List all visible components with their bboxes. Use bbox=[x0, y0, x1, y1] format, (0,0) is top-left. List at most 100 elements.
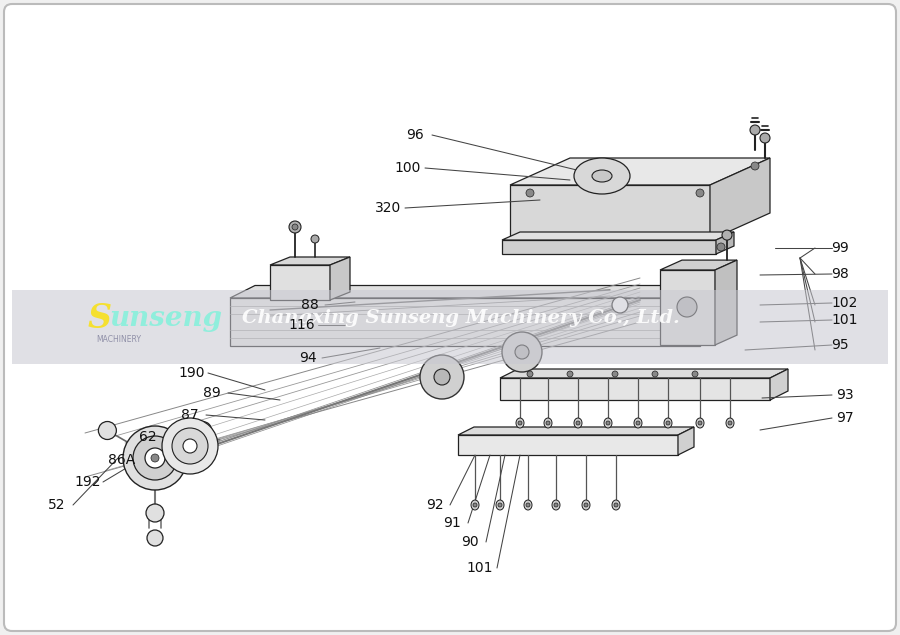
Polygon shape bbox=[458, 435, 678, 455]
Text: 52: 52 bbox=[49, 498, 66, 512]
Ellipse shape bbox=[162, 418, 218, 474]
Polygon shape bbox=[678, 427, 694, 455]
Ellipse shape bbox=[567, 371, 573, 377]
Ellipse shape bbox=[698, 421, 702, 425]
Ellipse shape bbox=[728, 421, 732, 425]
Ellipse shape bbox=[636, 421, 640, 425]
Text: 190: 190 bbox=[179, 366, 205, 380]
Text: 87: 87 bbox=[181, 408, 199, 422]
Ellipse shape bbox=[692, 371, 698, 377]
Text: 86A: 86A bbox=[108, 453, 136, 467]
Polygon shape bbox=[330, 257, 350, 300]
Polygon shape bbox=[458, 427, 694, 435]
Ellipse shape bbox=[726, 418, 734, 428]
Ellipse shape bbox=[612, 371, 618, 377]
Ellipse shape bbox=[518, 421, 522, 425]
Text: 94: 94 bbox=[299, 351, 317, 365]
Polygon shape bbox=[500, 378, 770, 400]
Ellipse shape bbox=[471, 500, 479, 510]
Ellipse shape bbox=[526, 189, 534, 197]
Polygon shape bbox=[502, 240, 716, 254]
Ellipse shape bbox=[292, 224, 298, 230]
Ellipse shape bbox=[546, 421, 550, 425]
Ellipse shape bbox=[151, 454, 159, 462]
Bar bbox=[12, 290, 888, 364]
Ellipse shape bbox=[760, 133, 770, 143]
Ellipse shape bbox=[574, 158, 630, 194]
Polygon shape bbox=[660, 270, 715, 345]
Ellipse shape bbox=[614, 503, 618, 507]
Ellipse shape bbox=[576, 421, 580, 425]
Text: 89: 89 bbox=[203, 386, 220, 400]
Text: 93: 93 bbox=[836, 388, 854, 402]
Ellipse shape bbox=[750, 125, 760, 135]
Polygon shape bbox=[502, 232, 734, 240]
Text: 91: 91 bbox=[443, 516, 461, 530]
Ellipse shape bbox=[574, 418, 582, 428]
Ellipse shape bbox=[717, 243, 725, 251]
Text: 99: 99 bbox=[831, 241, 849, 255]
Text: 192: 192 bbox=[75, 475, 101, 489]
Ellipse shape bbox=[592, 170, 612, 182]
Ellipse shape bbox=[183, 439, 197, 453]
Text: 100: 100 bbox=[395, 161, 421, 175]
Ellipse shape bbox=[612, 500, 620, 510]
FancyBboxPatch shape bbox=[4, 4, 896, 631]
Text: 116: 116 bbox=[289, 318, 315, 332]
Polygon shape bbox=[660, 260, 737, 270]
Ellipse shape bbox=[526, 503, 530, 507]
Ellipse shape bbox=[634, 418, 642, 428]
Text: 88: 88 bbox=[302, 298, 319, 312]
Ellipse shape bbox=[146, 504, 164, 522]
Text: 92: 92 bbox=[427, 498, 444, 512]
Text: MACHINERY: MACHINERY bbox=[96, 335, 141, 345]
Polygon shape bbox=[510, 185, 710, 240]
Text: S: S bbox=[88, 302, 112, 335]
Ellipse shape bbox=[664, 418, 672, 428]
Text: 98: 98 bbox=[831, 267, 849, 281]
Ellipse shape bbox=[434, 369, 450, 385]
Ellipse shape bbox=[133, 436, 177, 480]
Polygon shape bbox=[710, 158, 770, 240]
Polygon shape bbox=[270, 265, 330, 300]
Ellipse shape bbox=[311, 235, 319, 243]
Ellipse shape bbox=[696, 189, 704, 197]
Text: 101: 101 bbox=[832, 313, 859, 327]
Ellipse shape bbox=[172, 428, 208, 464]
Ellipse shape bbox=[612, 297, 628, 313]
Ellipse shape bbox=[498, 503, 502, 507]
Ellipse shape bbox=[554, 503, 558, 507]
Ellipse shape bbox=[473, 503, 477, 507]
Ellipse shape bbox=[516, 418, 524, 428]
Text: 90: 90 bbox=[461, 535, 479, 549]
Ellipse shape bbox=[751, 162, 759, 170]
Ellipse shape bbox=[677, 297, 697, 317]
Ellipse shape bbox=[584, 503, 588, 507]
Ellipse shape bbox=[194, 422, 212, 439]
Ellipse shape bbox=[552, 500, 560, 510]
Ellipse shape bbox=[98, 422, 116, 439]
Polygon shape bbox=[230, 286, 725, 298]
Text: 320: 320 bbox=[375, 201, 401, 215]
Ellipse shape bbox=[544, 418, 552, 428]
Ellipse shape bbox=[696, 418, 704, 428]
Ellipse shape bbox=[147, 530, 163, 546]
Ellipse shape bbox=[606, 421, 610, 425]
Polygon shape bbox=[510, 158, 770, 185]
Ellipse shape bbox=[524, 500, 532, 510]
Polygon shape bbox=[716, 232, 734, 254]
Ellipse shape bbox=[652, 371, 658, 377]
Ellipse shape bbox=[496, 500, 504, 510]
Text: unseng: unseng bbox=[109, 305, 222, 331]
Polygon shape bbox=[715, 260, 737, 345]
Ellipse shape bbox=[604, 418, 612, 428]
Ellipse shape bbox=[123, 426, 187, 490]
Text: 62: 62 bbox=[140, 430, 157, 444]
Ellipse shape bbox=[666, 421, 670, 425]
Text: 97: 97 bbox=[836, 411, 854, 425]
Text: 96: 96 bbox=[406, 128, 424, 142]
Polygon shape bbox=[770, 369, 788, 400]
Ellipse shape bbox=[515, 345, 529, 359]
Polygon shape bbox=[500, 369, 788, 378]
Ellipse shape bbox=[145, 448, 165, 468]
